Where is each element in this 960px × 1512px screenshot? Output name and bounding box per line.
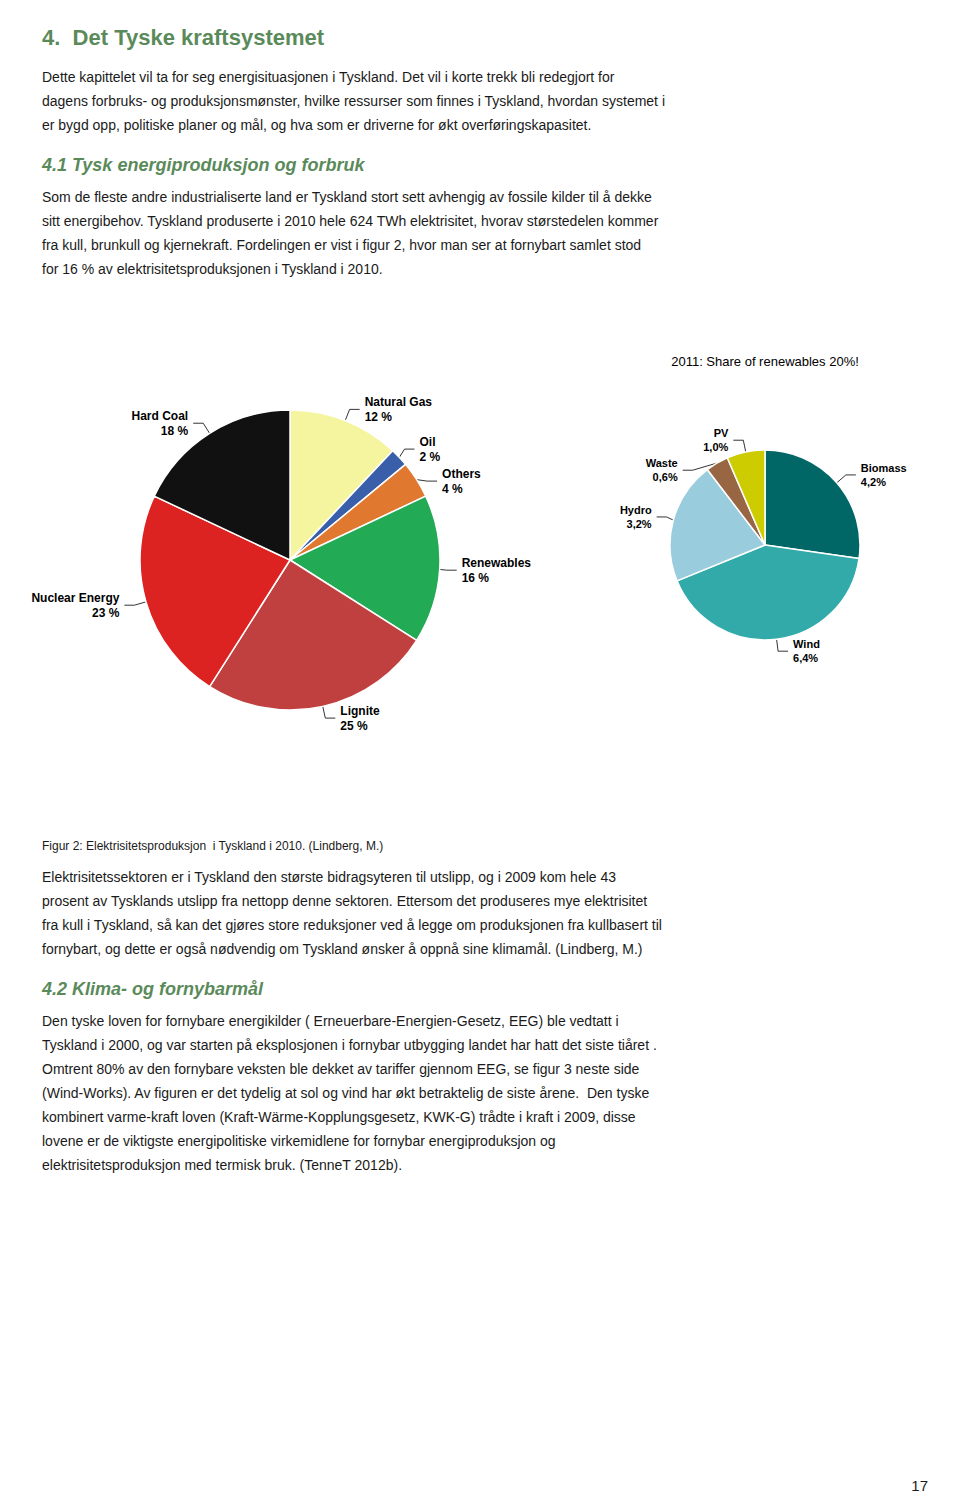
svg-text:12 %: 12 % xyxy=(365,410,393,424)
svg-text:Elektrisitetssektoren er i Tys: Elektrisitetssektoren er i Tyskland den … xyxy=(42,869,616,885)
svg-text:4,2%: 4,2% xyxy=(861,476,886,488)
svg-text:18 %: 18 % xyxy=(161,424,189,438)
svg-text:elektrisitetsproduksjon med te: elektrisitetsproduksjon med termisk bruk… xyxy=(42,1157,402,1173)
svg-text:3,2%: 3,2% xyxy=(627,518,652,530)
svg-text:Biomass: Biomass xyxy=(861,462,907,474)
svg-text:1,0%: 1,0% xyxy=(703,441,728,453)
svg-text:Som de fleste andre industrial: Som de fleste andre industrialiserte lan… xyxy=(42,189,652,205)
svg-text:6,4%: 6,4% xyxy=(793,652,818,664)
svg-text:(Wind-Works). Av figuren er de: (Wind-Works). Av figuren er det tydelig … xyxy=(42,1085,649,1101)
svg-text:er bygd opp, politiske planer: er bygd opp, politiske planer og mål, og… xyxy=(42,117,591,133)
svg-text:fra kull i Tyskland, så kan de: fra kull i Tyskland, så kan det gjøres s… xyxy=(42,917,662,933)
svg-text:4.1 Tysk energiproduksjon og f: 4.1 Tysk energiproduksjon og forbruk xyxy=(41,155,365,175)
svg-text:Tyskland i 2000, og var starte: Tyskland i 2000, og var starten på ekspl… xyxy=(42,1037,657,1053)
svg-text:Oil: Oil xyxy=(420,435,436,449)
svg-text:prosent av Tysklands utslipp f: prosent av Tysklands utslipp fra nettopp… xyxy=(42,893,647,909)
svg-text:Wind: Wind xyxy=(793,638,820,650)
svg-text:0,6%: 0,6% xyxy=(653,471,678,483)
svg-text:4. Det Tyske kraftsystemet: 4. Det Tyske kraftsystemet xyxy=(42,25,325,50)
svg-text:17: 17 xyxy=(911,1477,928,1494)
svg-text:Den tyske loven for fornybare: Den tyske loven for fornybare energikild… xyxy=(42,1013,619,1029)
svg-text:sitt energibehov. Tyskland pro: sitt energibehov. Tyskland produserte i … xyxy=(42,213,659,229)
svg-text:lovene er de viktigste energip: lovene er de viktigste energipolitiske v… xyxy=(42,1133,556,1149)
svg-text:4 %: 4 % xyxy=(442,482,463,496)
svg-text:Lignite: Lignite xyxy=(340,704,380,718)
svg-text:Omtrent 80% av den fornybare v: Omtrent 80% av den fornybare veksten ble… xyxy=(42,1061,640,1077)
svg-text:2011: Share of renewables 20%!: 2011: Share of renewables 20%! xyxy=(671,354,859,369)
svg-text:Others: Others xyxy=(442,467,481,481)
svg-text:Waste: Waste xyxy=(646,457,678,469)
svg-text:Natural Gas: Natural Gas xyxy=(365,395,433,409)
svg-text:Renewables: Renewables xyxy=(462,556,532,570)
svg-text:dagens forbruks- og produksjon: dagens forbruks- og produksjonsmønster, … xyxy=(42,93,665,109)
svg-text:2 %: 2 % xyxy=(420,450,441,464)
svg-text:Nuclear Energy: Nuclear Energy xyxy=(31,591,119,605)
svg-text:Hydro: Hydro xyxy=(620,504,652,516)
svg-text:23 %: 23 % xyxy=(92,606,120,620)
svg-text:4.2 Klima- og fornybarmål: 4.2 Klima- og fornybarmål xyxy=(41,979,264,999)
svg-text:Hard Coal: Hard Coal xyxy=(132,409,189,423)
svg-text:kombinert varme-kraft loven (K: kombinert varme-kraft loven (Kraft-Wärme… xyxy=(42,1109,636,1125)
svg-text:Dette kapittelet vil ta for se: Dette kapittelet vil ta for seg energisi… xyxy=(42,69,615,85)
svg-text:25 %: 25 % xyxy=(340,719,368,733)
svg-text:Figur 2: Elektrisitetsproduksj: Figur 2: Elektrisitetsproduksjon i Tyskl… xyxy=(42,839,383,853)
svg-text:for 16 % av elektrisitetsprodu: for 16 % av elektrisitetsproduksjonen i … xyxy=(42,261,383,277)
svg-text:PV: PV xyxy=(714,427,729,439)
svg-text:fornybart, og dette er også nø: fornybart, og dette er også nødvendig om… xyxy=(42,941,643,957)
svg-text:fra kull, brunkull og kjernekr: fra kull, brunkull og kjernekraft. Forde… xyxy=(42,237,641,253)
svg-text:16 %: 16 % xyxy=(462,571,490,585)
